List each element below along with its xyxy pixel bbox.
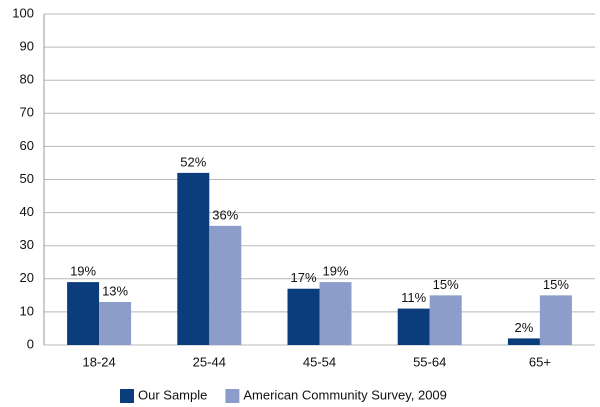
value-label: 13% [102,283,128,298]
y-tick-label: 80 [20,72,34,87]
bar [429,295,462,345]
value-label: 2% [515,320,534,335]
legend-label: Our Sample [138,387,207,402]
value-label: 36% [212,207,238,222]
bar [67,282,100,345]
value-label: 15% [433,277,459,292]
x-tick-label: 65+ [529,354,551,369]
y-tick-label: 10 [20,303,34,318]
y-tick-label: 60 [20,138,34,153]
value-label: 17% [290,270,316,285]
y-tick-label: 0 [27,336,34,351]
y-tick-label: 40 [20,204,34,219]
bar [397,308,430,345]
value-label: 11% [401,290,426,305]
x-tick-label: 18-24 [82,354,115,369]
y-tick-label: 50 [20,171,34,186]
value-label: 52% [180,154,206,169]
bar [287,288,320,345]
value-label: 19% [322,264,348,279]
x-tick-label: 25-44 [193,354,226,369]
value-label: 19% [70,264,96,279]
legend-swatch [225,389,240,403]
bar [177,172,210,345]
y-tick-label: 100 [12,5,34,20]
bar [319,282,352,345]
x-tick-label: 45-54 [303,354,336,369]
bar [539,295,572,345]
x-tick-label: 55-64 [413,354,446,369]
value-label: 15% [543,277,569,292]
legend-label: American Community Survey, 2009 [243,387,447,402]
legend-swatch [120,389,134,403]
bar [507,338,540,345]
bar [99,301,132,345]
y-tick-label: 90 [20,39,34,54]
bar [209,225,242,345]
y-tick-label: 70 [20,105,34,120]
y-tick-label: 20 [20,270,34,285]
y-tick-label: 30 [20,237,34,252]
